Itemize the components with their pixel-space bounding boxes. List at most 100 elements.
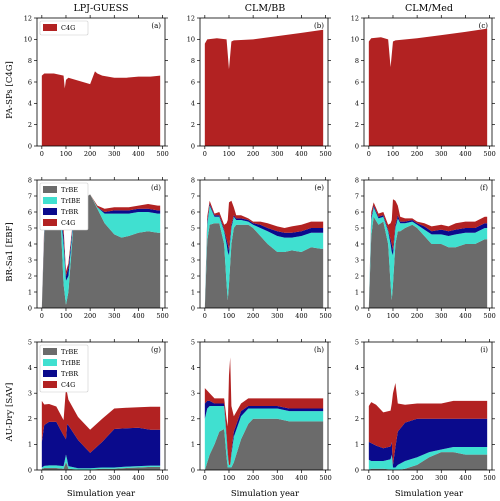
x-tick-label: 200 [411, 474, 423, 482]
y-tick-label: 1 [28, 288, 32, 296]
y-tick-label: 8 [355, 176, 359, 184]
legend-swatch-TrIBE [43, 197, 57, 204]
y-tick-label: 0 [28, 304, 32, 312]
y-tick-label: 7 [191, 192, 195, 200]
y-tick-label: 1 [191, 441, 195, 449]
plot-frame [36, 341, 166, 471]
y-tick-label: 2 [28, 272, 32, 280]
legend-swatch-TrBE [43, 348, 57, 355]
plot-area [368, 199, 488, 308]
column-title-1: LPJ-GUESS [73, 3, 128, 14]
x-axis-label-3: Simulation year [395, 489, 464, 499]
legend-label-TrBR: TrBR [61, 208, 79, 216]
panel-label: (a) [151, 22, 161, 30]
panel-label: (e) [314, 184, 324, 192]
panel-label: (c) [479, 22, 489, 30]
y-tick-label: 2 [355, 272, 359, 280]
x-tick-label: 100 [60, 150, 72, 158]
y-tick-label: 8 [191, 57, 195, 65]
x-tick-label: 0 [40, 312, 44, 320]
area-C4G [368, 382, 488, 465]
y-tick-label: 6 [355, 208, 359, 216]
y-tick-label: 1 [355, 288, 359, 296]
y-tick-label: 2 [355, 415, 359, 423]
y-tick-label: 4 [28, 240, 32, 248]
y-tick-label: 3 [355, 256, 359, 264]
panel-label: (d) [151, 184, 161, 192]
x-tick-label: 300 [271, 150, 283, 158]
area-TrBE [41, 194, 161, 308]
plot-frame [199, 341, 329, 471]
y-tick-label: 2 [355, 121, 359, 129]
y-tick-label: 4 [191, 364, 195, 372]
x-tick-label: 100 [223, 474, 235, 482]
x-tick-label: 100 [387, 312, 399, 320]
y-tick-label: 10 [24, 36, 32, 44]
y-tick-label: 4 [28, 364, 32, 372]
y-tick-label: 0 [28, 466, 32, 474]
y-tick-label: 12 [24, 14, 32, 22]
area-TrIBE [368, 446, 488, 470]
x-tick-label: 500 [483, 150, 495, 158]
x-tick-label: 400 [132, 150, 144, 158]
legend-label-C4G: C4G [61, 219, 75, 227]
y-tick-label: 5 [191, 338, 195, 346]
x-tick-label: 0 [40, 150, 44, 158]
y-tick-label: 0 [355, 142, 359, 150]
area-TrIBE [204, 406, 324, 470]
y-tick-label: 4 [355, 364, 359, 372]
y-tick-label: 2 [28, 121, 32, 129]
x-tick-label: 500 [156, 312, 168, 320]
area-C4G [204, 29, 324, 146]
y-tick-label: 0 [191, 466, 195, 474]
legend: TrBE TrIBE TrBR C4G [39, 182, 89, 231]
area-TrBR [368, 205, 488, 308]
y-tick-label: 7 [355, 192, 359, 200]
x-tick-label: 0 [367, 312, 371, 320]
area-C4G [41, 388, 161, 453]
area-C4G [368, 199, 488, 308]
y-tick-label: 5 [28, 224, 32, 232]
y-tick-label: 3 [28, 390, 32, 398]
legend-label-TrBE: TrBE [61, 348, 78, 356]
area-TrIBE [368, 207, 488, 308]
row-label-1: PA-SPs [C4G] [5, 61, 15, 119]
y-tick-label: 2 [191, 415, 195, 423]
panel-8: 0 100 200 300 400 500 0 1 2 3 4 5 (h) [191, 338, 332, 482]
legend: TrBE TrIBE TrBR C4G [39, 344, 89, 393]
x-tick-label: 400 [132, 312, 144, 320]
x-tick-label: 400 [459, 150, 471, 158]
x-tick-label: 100 [60, 474, 72, 482]
x-tick-label: 200 [84, 312, 96, 320]
plot-area [368, 382, 488, 470]
area-C4G [41, 71, 161, 146]
panel-9: 0 100 200 300 400 500 0 1 2 3 4 5 (i) [355, 338, 496, 482]
y-tick-label: 2 [28, 415, 32, 423]
y-tick-label: 4 [355, 100, 359, 108]
y-tick-label: 3 [28, 256, 32, 264]
x-tick-label: 300 [435, 150, 447, 158]
x-tick-label: 200 [411, 150, 423, 158]
y-tick-label: 3 [191, 390, 195, 398]
x-tick-label: 400 [295, 312, 307, 320]
y-tick-label: 0 [191, 142, 195, 150]
area-C4G [204, 357, 324, 465]
y-tick-label: 5 [28, 338, 32, 346]
area-TrBR [41, 421, 161, 469]
y-tick-label: 4 [191, 240, 195, 248]
y-tick-label: 8 [191, 176, 195, 184]
x-tick-label: 100 [223, 312, 235, 320]
y-tick-label: 10 [351, 36, 359, 44]
y-tick-label: 7 [28, 192, 32, 200]
legend-swatch-C4G [43, 219, 57, 226]
x-tick-label: 400 [459, 474, 471, 482]
panel-7: 0 100 200 300 400 500 0 1 2 3 4 5 (g) TrBE TrIBE TrBR C4… [28, 338, 169, 482]
panel-2: 0 100 200 300 400 500 0 2 4 6 8 10 12 (b) [187, 14, 332, 158]
x-tick-label: 400 [295, 150, 307, 158]
y-tick-label: 4 [28, 100, 32, 108]
y-tick-label: 12 [351, 14, 359, 22]
x-tick-label: 400 [132, 474, 144, 482]
x-tick-label: 100 [223, 150, 235, 158]
legend-swatch-TrIBE [43, 359, 57, 366]
x-tick-label: 200 [247, 312, 259, 320]
